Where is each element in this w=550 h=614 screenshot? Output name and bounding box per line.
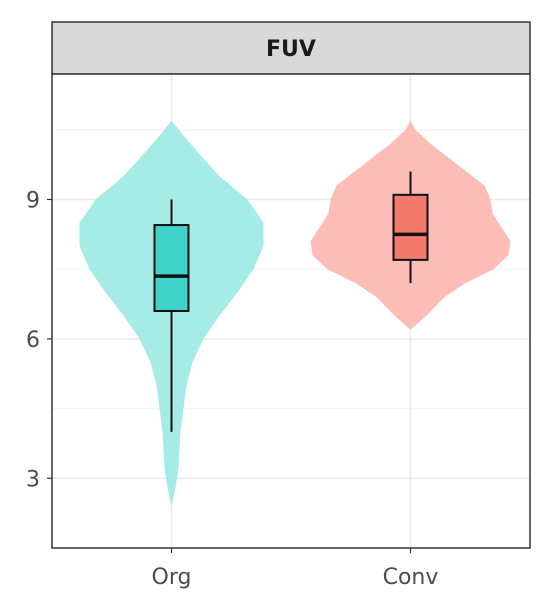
strip-title: FUV [266,37,316,62]
box-org [153,224,190,313]
strip-background [51,21,531,75]
y-tick-label: 6 [26,328,40,353]
panel-border [51,73,531,549]
y-tick-label: 9 [26,188,40,213]
y-axis-ticks: 3 6 9 [26,188,52,492]
x-axis-ticks: Org Conv [152,548,439,590]
x-tick-label-org: Org [152,565,192,590]
x-tick-label-conv: Conv [383,565,439,590]
box-conv [392,193,429,261]
boxplots [153,171,429,432]
y-tick-label: 3 [26,467,40,492]
